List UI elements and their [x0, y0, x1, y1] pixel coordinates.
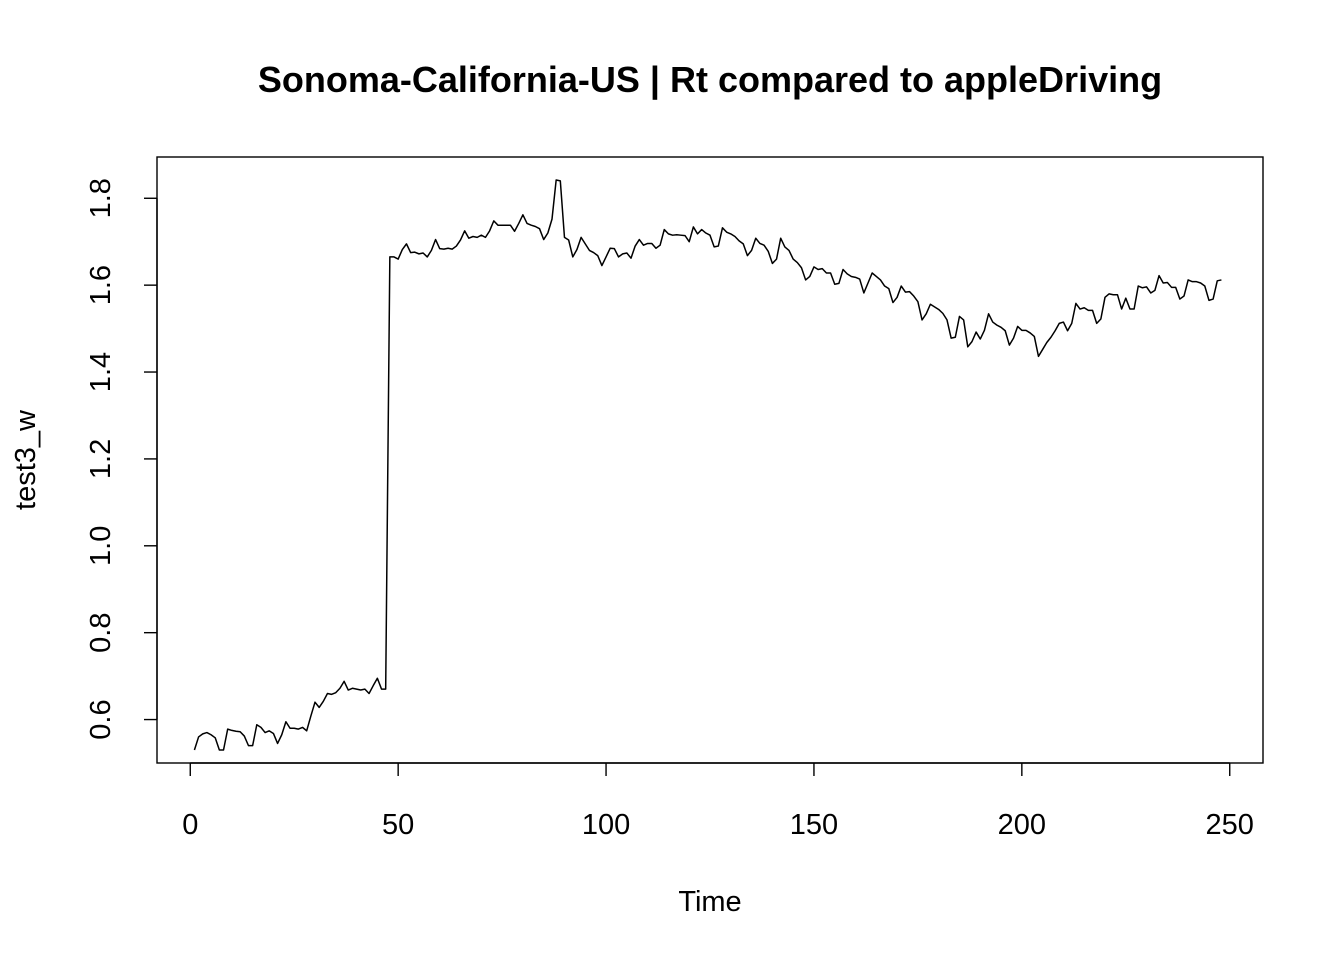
y-tick-label: 1.0: [85, 526, 117, 566]
chart-title: Sonoma-California-US | Rt compared to ap…: [258, 59, 1162, 101]
x-tick-label: 200: [998, 809, 1046, 841]
x-tick-label: 150: [790, 809, 838, 841]
y-axis-label: test3_w: [10, 409, 42, 510]
y-tick-label: 1.4: [85, 352, 117, 392]
y-tick-label: 1.8: [85, 178, 117, 218]
y-axis: 0.6 0.8 1.0 1.2 1.4 1.6 1.8: [85, 178, 158, 740]
x-axis: 0 50 100 150 200 250: [182, 762, 1254, 841]
y-tick-label: 1.2: [85, 439, 117, 479]
x-tick-label: 50: [382, 809, 414, 841]
x-tick-label: 100: [582, 809, 630, 841]
y-tick-label: 1.6: [85, 265, 117, 305]
x-tick-label: 0: [182, 809, 198, 841]
x-axis-label: Time: [678, 886, 741, 918]
series-line: [193, 179, 1222, 751]
plot-frame: [156, 156, 1264, 764]
x-tick-label: 250: [1206, 809, 1254, 841]
y-tick-label: 0.6: [85, 699, 117, 739]
y-tick-label: 0.8: [85, 613, 117, 653]
